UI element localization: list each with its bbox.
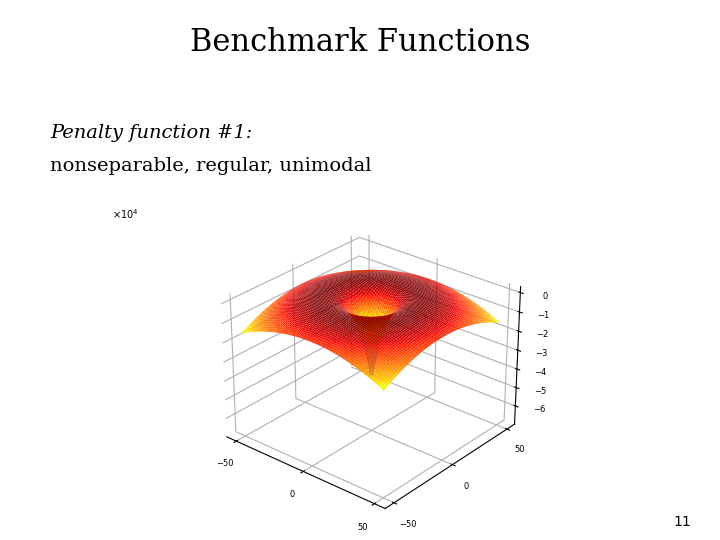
Text: 11: 11 [673, 515, 691, 529]
Text: $\times10^4$: $\times10^4$ [112, 207, 138, 221]
Text: nonseparable, regular, unimodal: nonseparable, regular, unimodal [50, 157, 372, 174]
Text: Penalty function #1:: Penalty function #1: [50, 124, 253, 142]
Text: Benchmark Functions: Benchmark Functions [190, 27, 530, 58]
